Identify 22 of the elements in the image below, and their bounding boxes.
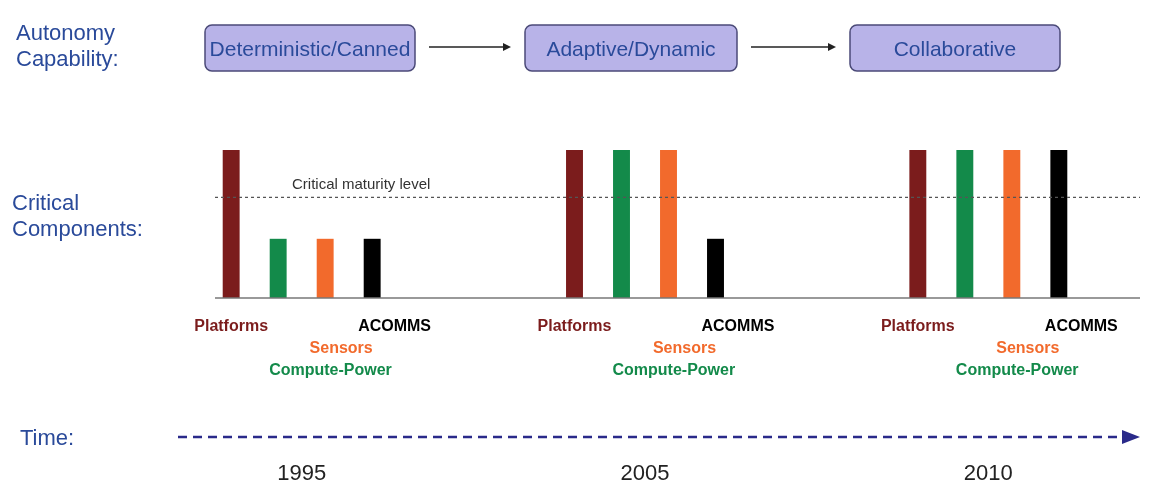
series-label: Platforms <box>194 317 269 334</box>
text: Compute-Power <box>612 361 736 378</box>
text: Sensors <box>652 339 717 356</box>
text: Sensors <box>309 339 373 356</box>
x-tick-label: 2005 <box>620 460 670 485</box>
text: Time: <box>20 425 75 450</box>
text: Platforms <box>537 317 612 334</box>
text: Collaborative <box>893 37 1017 60</box>
text: Sensors <box>996 339 1060 356</box>
text: Compute-Power <box>269 361 392 378</box>
text: ACOMMS <box>701 317 775 334</box>
text: Autonomy Capability: <box>16 20 119 71</box>
text: Deterministic/Canned <box>209 37 411 60</box>
text: ACOMMS <box>1044 317 1118 334</box>
text: Compute-Power <box>955 361 1079 378</box>
text: Adaptive/Dynamic <box>546 37 716 60</box>
series-label: ACOMMS <box>358 317 432 334</box>
x-tick-label: 1995 <box>277 460 327 485</box>
ref-line-label: Critical maturity level <box>292 175 431 193</box>
x-tick-label: 2010 <box>963 460 1013 485</box>
text: Platforms <box>880 317 955 334</box>
text: Critical Components: <box>12 190 143 241</box>
